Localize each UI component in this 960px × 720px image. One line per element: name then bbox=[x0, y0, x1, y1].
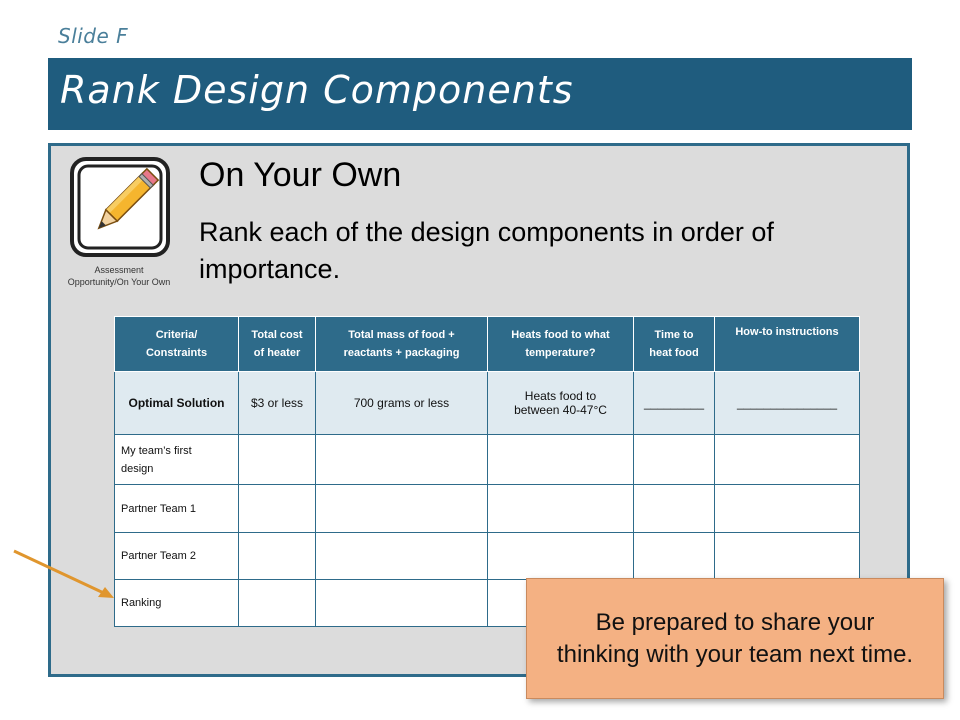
cell-time[interactable] bbox=[633, 532, 715, 580]
table-row-optimal: Optimal Solution $3 or less 700 grams or… bbox=[114, 371, 860, 435]
cell-time[interactable] bbox=[633, 434, 715, 485]
cell-temperature[interactable] bbox=[487, 434, 634, 485]
row-label-ranking: Ranking bbox=[114, 579, 239, 627]
header-temperature: Heats food to what temperature? bbox=[487, 316, 634, 372]
cell-temperature[interactable] bbox=[487, 484, 634, 533]
cell-time[interactable] bbox=[633, 484, 715, 533]
cell-instructions[interactable] bbox=[714, 484, 860, 533]
slide-label: Slide F bbox=[58, 24, 129, 48]
table-row: Partner Team 1 bbox=[114, 484, 860, 533]
arrow-pointer-icon bbox=[13, 549, 114, 598]
pencil-icon bbox=[70, 157, 170, 257]
header-time: Time to heat food bbox=[633, 316, 715, 372]
cell-mass[interactable] bbox=[315, 532, 488, 580]
cell-cost[interactable] bbox=[238, 434, 316, 485]
header-cost: Total cost of heater bbox=[238, 316, 316, 372]
cell-instructions[interactable] bbox=[714, 532, 860, 580]
table-row: Partner Team 2 bbox=[114, 532, 860, 580]
cell-cost[interactable] bbox=[238, 579, 316, 627]
optimal-time: _________ bbox=[633, 371, 715, 435]
table-header-row: Criteria/Constraints Total cost of heater… bbox=[114, 316, 860, 372]
slide-title: Rank Design Components bbox=[60, 68, 574, 112]
optimal-temperature: Heats food to between 40-47°C bbox=[487, 371, 634, 435]
header-instructions: How-to instructions bbox=[714, 316, 860, 372]
cell-mass[interactable] bbox=[315, 579, 488, 627]
cell-mass[interactable] bbox=[315, 434, 488, 485]
row-label-partner-team-2: Partner Team 2 bbox=[114, 532, 239, 580]
table-row: My team’s first design bbox=[114, 434, 860, 485]
optimal-mass: 700 grams or less bbox=[315, 371, 488, 435]
cell-mass[interactable] bbox=[315, 484, 488, 533]
header-criteria: Criteria/Constraints bbox=[114, 316, 239, 372]
header-mass: Total mass of food + reactants + packagin… bbox=[315, 316, 488, 372]
icon-caption: Assessment Opportunity/On Your Own bbox=[67, 265, 171, 287]
cell-cost[interactable] bbox=[238, 532, 316, 580]
cell-instructions[interactable] bbox=[714, 434, 860, 485]
optimal-cost: $3 or less bbox=[238, 371, 316, 435]
cell-temperature[interactable] bbox=[487, 532, 634, 580]
cell-cost[interactable] bbox=[238, 484, 316, 533]
callout-box: Be prepared to share your thinking with … bbox=[526, 578, 944, 699]
optimal-instructions: _______________ bbox=[714, 371, 860, 435]
instruction-text: Rank each of the design components in or… bbox=[199, 217, 774, 284]
row-label-partner-team-1: Partner Team 1 bbox=[114, 484, 239, 533]
ranking-table: Criteria/Constraints Total cost of heater… bbox=[114, 316, 860, 627]
title-bar: Rank Design Components bbox=[48, 58, 912, 130]
optimal-label: Optimal Solution bbox=[114, 371, 239, 435]
row-label-first-design: My team’s first design bbox=[114, 434, 239, 485]
section-heading: On Your Own bbox=[199, 156, 402, 194]
